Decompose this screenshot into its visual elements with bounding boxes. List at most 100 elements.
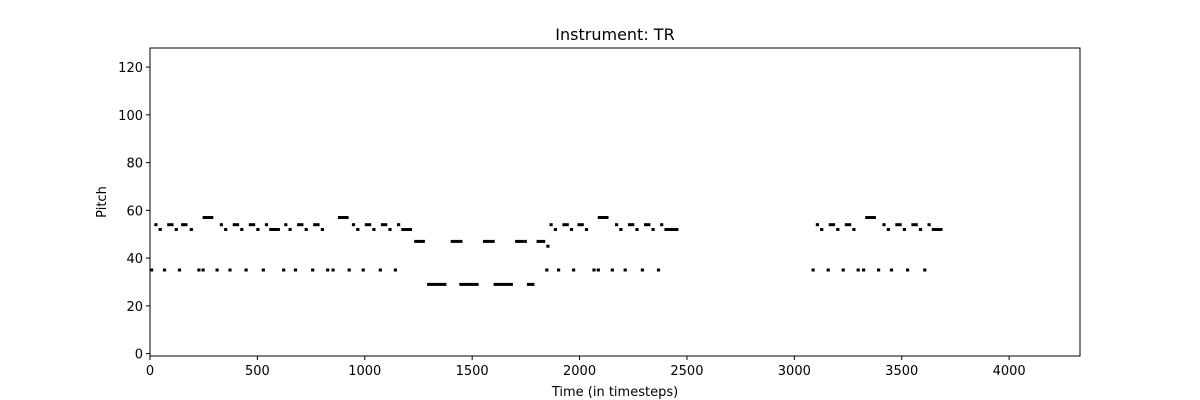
x-tick-label: 0 bbox=[146, 364, 154, 379]
note-mark bbox=[320, 228, 324, 231]
note-mark bbox=[364, 223, 372, 227]
note-mark bbox=[627, 223, 635, 227]
note-mark bbox=[815, 223, 819, 227]
note-mark bbox=[450, 239, 460, 243]
note-mark bbox=[150, 268, 154, 272]
note-mark bbox=[393, 268, 397, 272]
note-mark bbox=[640, 268, 644, 272]
y-tick-label: 20 bbox=[126, 300, 143, 315]
note-mark bbox=[282, 268, 286, 272]
note-mark bbox=[927, 223, 931, 227]
note-mark bbox=[572, 268, 576, 272]
note-mark bbox=[248, 223, 256, 227]
note-mark bbox=[545, 268, 549, 272]
x-tick-label: 3000 bbox=[778, 364, 811, 379]
note-mark bbox=[240, 228, 244, 231]
note-mark bbox=[841, 268, 845, 272]
note-mark bbox=[356, 228, 360, 231]
note-mark bbox=[902, 228, 906, 231]
y-tick-label: 60 bbox=[126, 204, 143, 219]
note-mark bbox=[311, 268, 315, 272]
note-mark bbox=[232, 223, 240, 227]
note-mark bbox=[201, 268, 205, 272]
note-mark bbox=[856, 268, 860, 272]
note-mark bbox=[401, 228, 412, 231]
note-mark bbox=[553, 228, 557, 231]
note-mark bbox=[592, 268, 596, 272]
x-axis: 0 500 1000 1500 2000 2500 3000 3500 4000 bbox=[146, 356, 1026, 379]
x-tick-label: 4000 bbox=[993, 364, 1026, 379]
notes-layer bbox=[150, 216, 943, 286]
note-mark bbox=[372, 228, 376, 231]
note-mark bbox=[546, 244, 550, 248]
note-mark bbox=[288, 228, 292, 231]
note-mark bbox=[610, 268, 614, 272]
note-mark bbox=[284, 223, 288, 227]
note-mark bbox=[337, 216, 349, 219]
note-mark bbox=[459, 239, 463, 243]
note-mark bbox=[877, 268, 881, 272]
note-mark bbox=[577, 223, 584, 227]
note-mark bbox=[836, 228, 840, 231]
note-mark bbox=[931, 228, 943, 231]
x-tick-label: 1000 bbox=[348, 364, 381, 379]
note-mark bbox=[158, 228, 162, 231]
note-mark bbox=[427, 282, 447, 286]
note-mark bbox=[656, 268, 661, 272]
chart-title: Instrument: TR bbox=[555, 25, 674, 44]
note-mark bbox=[397, 223, 401, 227]
note-mark bbox=[361, 268, 365, 272]
note-mark bbox=[228, 268, 232, 272]
x-tick-label: 3500 bbox=[885, 364, 918, 379]
note-mark bbox=[918, 228, 923, 231]
note-mark bbox=[351, 223, 356, 227]
note-mark bbox=[269, 228, 280, 231]
note-mark bbox=[619, 228, 623, 231]
note-mark bbox=[596, 268, 600, 272]
note-mark bbox=[388, 228, 392, 231]
note-mark bbox=[886, 228, 890, 231]
note-mark bbox=[174, 228, 178, 231]
y-axis: 0 20 40 60 80 100 120 bbox=[118, 61, 150, 363]
y-tick-label: 100 bbox=[118, 109, 143, 124]
note-mark bbox=[493, 282, 513, 286]
note-mark bbox=[911, 223, 918, 227]
note-mark bbox=[562, 223, 569, 227]
note-mark bbox=[623, 268, 627, 272]
note-mark bbox=[189, 228, 193, 231]
note-mark bbox=[651, 228, 655, 231]
x-tick-label: 2000 bbox=[563, 364, 596, 379]
note-mark bbox=[895, 223, 902, 227]
note-mark bbox=[526, 282, 535, 286]
note-mark bbox=[923, 268, 927, 272]
note-mark bbox=[597, 216, 609, 219]
note-mark bbox=[664, 228, 676, 231]
x-tick-label: 1500 bbox=[456, 364, 489, 379]
note-mark bbox=[293, 268, 298, 272]
note-mark bbox=[635, 228, 639, 231]
note-mark bbox=[326, 268, 330, 272]
note-mark bbox=[557, 268, 561, 272]
note-mark bbox=[674, 228, 679, 231]
plot-area bbox=[149, 47, 1081, 357]
note-mark bbox=[181, 223, 188, 227]
note-mark bbox=[660, 223, 664, 227]
note-mark bbox=[414, 239, 425, 243]
note-mark bbox=[177, 268, 182, 272]
note-mark bbox=[197, 268, 201, 272]
y-tick-label: 0 bbox=[135, 348, 143, 363]
note-mark bbox=[331, 268, 335, 272]
note-mark bbox=[811, 268, 815, 272]
note-mark bbox=[224, 228, 228, 231]
x-tick-label: 500 bbox=[245, 364, 270, 379]
note-mark bbox=[304, 228, 308, 231]
note-mark bbox=[584, 228, 589, 231]
note-mark bbox=[844, 223, 852, 227]
note-mark bbox=[882, 223, 886, 227]
note-mark bbox=[261, 268, 265, 272]
y-axis-title: Pitch bbox=[95, 186, 110, 218]
note-mark bbox=[202, 216, 214, 219]
note-mark bbox=[536, 239, 546, 243]
note-mark bbox=[865, 216, 876, 219]
note-mark bbox=[482, 239, 492, 243]
